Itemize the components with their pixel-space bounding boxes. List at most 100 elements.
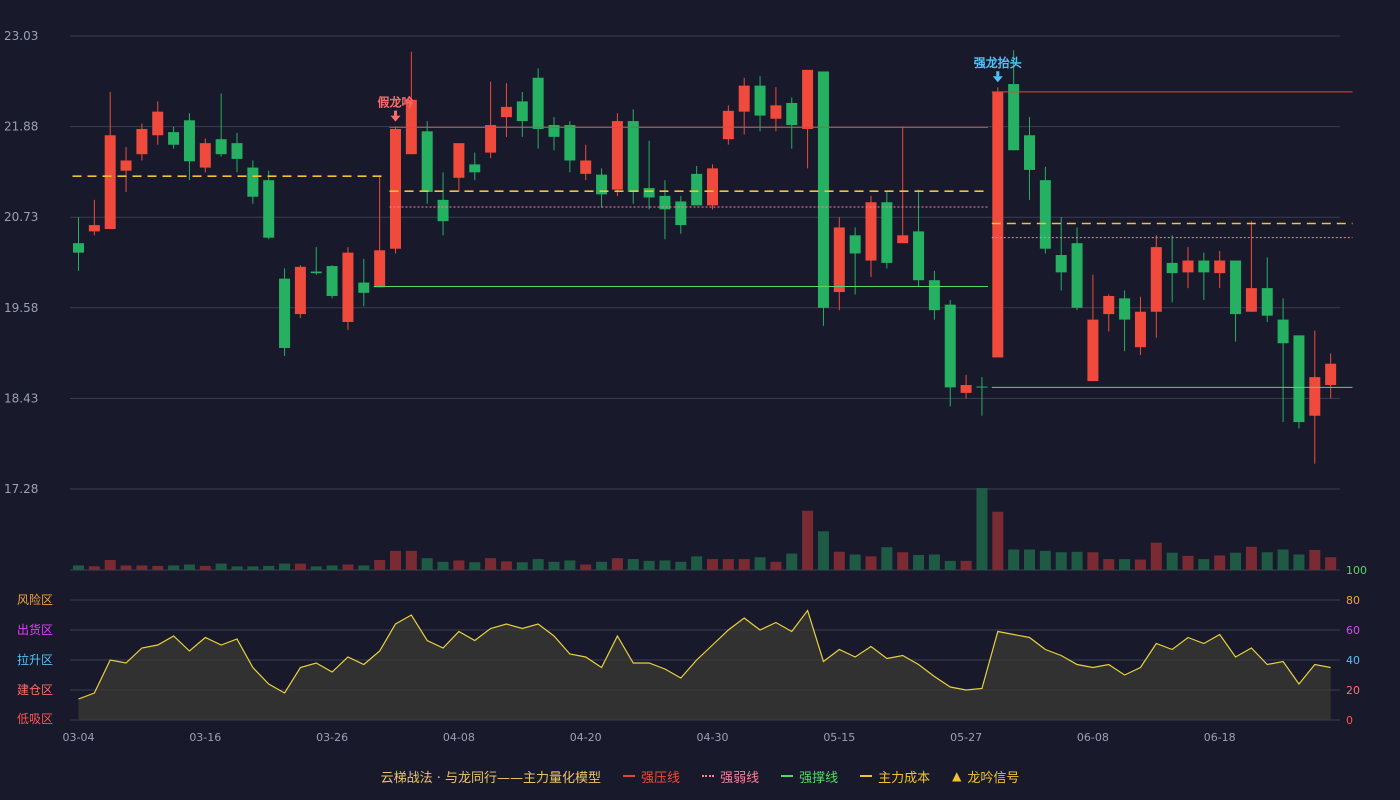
candle-body [532, 77, 544, 129]
date-tick-label: 04-08 [443, 731, 475, 744]
candle-body [1071, 243, 1083, 308]
volume-bar [802, 510, 814, 570]
volume-bar [1134, 559, 1146, 570]
candle-body [738, 85, 750, 112]
candle [1182, 247, 1194, 289]
volume-bar [611, 558, 623, 570]
candle [485, 81, 497, 159]
candle [1134, 296, 1146, 356]
weak-line-swatch [702, 775, 715, 777]
volume-bar [659, 560, 671, 570]
signal-label: 强龙抬头 [974, 55, 1022, 70]
candle [1008, 50, 1020, 151]
volume-bar [104, 559, 116, 570]
candle-body [1024, 135, 1035, 170]
candle [120, 147, 132, 192]
volume-bar [770, 561, 782, 570]
candle [390, 126, 401, 254]
candle-body [1055, 255, 1067, 273]
volume-bar [817, 531, 829, 570]
candle [627, 109, 639, 204]
volume-bar [421, 558, 433, 570]
candle-body [1293, 335, 1305, 423]
candle-body [310, 271, 322, 274]
volume-bar [548, 561, 560, 570]
volume-bar [231, 566, 243, 570]
candle-body [833, 227, 845, 293]
support-line-swatch [781, 775, 794, 777]
candle-body [104, 135, 116, 230]
candle [564, 121, 576, 173]
candle [1309, 330, 1321, 464]
date-tick-label: 06-18 [1204, 731, 1236, 744]
signal-label: 假龙吟 [377, 95, 413, 110]
date-tick-label: 05-15 [823, 731, 855, 744]
volume-bar [215, 563, 227, 570]
volume-bar [326, 565, 338, 570]
oscillator-area [78, 610, 1331, 720]
candle [358, 258, 370, 307]
candle [548, 117, 560, 151]
volume-bar [1166, 552, 1178, 570]
candle [168, 126, 180, 149]
candle [944, 299, 956, 407]
candle-body [881, 202, 893, 263]
candle-body [1134, 311, 1146, 348]
candle [183, 113, 195, 181]
candle-body [1166, 262, 1178, 274]
candle-body [611, 121, 623, 190]
volume-bar [294, 563, 306, 570]
candle [754, 76, 766, 132]
candle-body [897, 235, 909, 244]
volume-bar [833, 551, 845, 570]
candle [453, 143, 465, 192]
volume-bar [183, 564, 195, 570]
candle-body [1230, 260, 1242, 315]
osc-tick-label: 20 [1346, 684, 1360, 697]
candle [231, 132, 243, 173]
cost-line-swatch [860, 775, 873, 777]
price-tick-label: 21.88 [4, 120, 38, 134]
candle-body [913, 231, 925, 281]
legend-label-support: 强撑线 [799, 770, 839, 786]
volume-bar [136, 565, 148, 570]
candle-body [358, 282, 370, 293]
volume-bar [390, 550, 401, 570]
osc-tick-label: 0 [1346, 714, 1353, 727]
candle [849, 227, 861, 295]
volume-bar [469, 562, 481, 570]
zone-label: 拉升区 [17, 652, 53, 667]
legend-item-support: 强撑线 [781, 767, 838, 786]
candle-body [802, 69, 814, 129]
candle-body [1008, 84, 1020, 151]
candle [675, 195, 687, 234]
volume-bar [1198, 559, 1210, 570]
osc-tick-label: 80 [1346, 594, 1360, 607]
candle-body [928, 280, 940, 311]
candle-body [627, 121, 639, 192]
zone-label: 出货区 [17, 622, 53, 637]
candle-body [168, 132, 180, 145]
date-tick-label: 04-30 [697, 731, 729, 744]
volume-bar [516, 562, 528, 570]
volume-bar [1309, 549, 1321, 570]
volume-bars-layer [73, 488, 1337, 570]
signal-annotation: 假龙吟 [377, 95, 414, 122]
candle-body [215, 139, 227, 155]
candle-body [659, 195, 671, 210]
candle [722, 105, 734, 145]
candle-body [231, 143, 243, 159]
volume-bar [1055, 552, 1067, 570]
price-tick-label: 17.28 [4, 482, 38, 496]
volume-bar [374, 559, 386, 570]
candle [73, 217, 84, 271]
volume-bar [437, 561, 449, 570]
overlay-lines-layer [72, 91, 1353, 388]
candle [1119, 290, 1131, 352]
volume-bar [1182, 555, 1194, 570]
price-tick-label: 18.43 [4, 391, 38, 405]
volume-bar [596, 561, 608, 570]
volume-bar [1293, 554, 1305, 570]
date-tick-label: 05-27 [950, 731, 982, 744]
volume-bar [580, 564, 592, 570]
